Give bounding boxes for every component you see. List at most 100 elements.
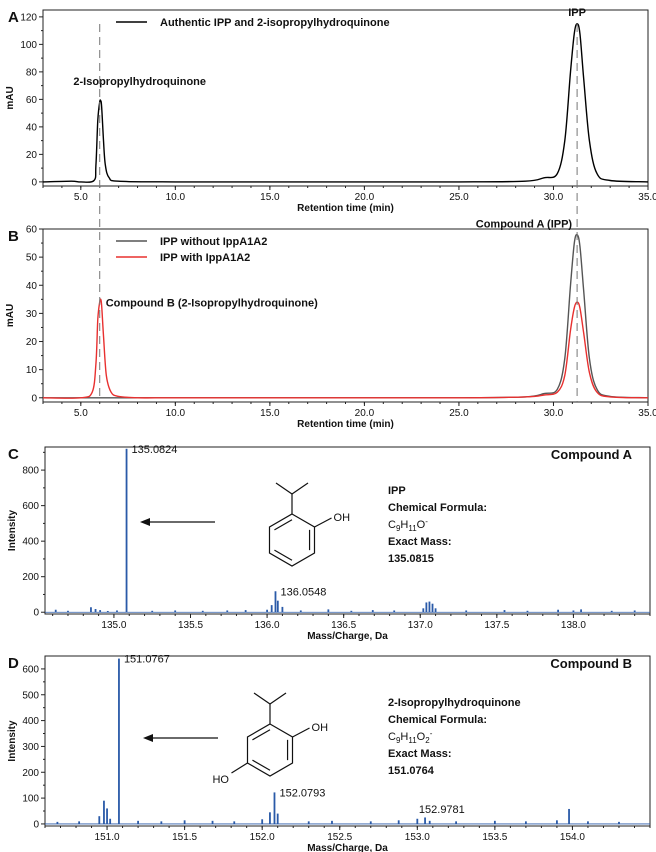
methyl-bond (275, 482, 293, 495)
x-tick-label: 152.5 (327, 832, 352, 843)
spectrum-bar (393, 610, 396, 613)
spectrum-bar (201, 610, 204, 613)
y-tick-label: 10 (26, 365, 38, 376)
spectrum-bar (116, 610, 118, 613)
y-tick-label: 800 (22, 466, 39, 477)
legend-entry: IPP with IppA1A2 (160, 252, 250, 264)
arrow-head (140, 518, 150, 526)
peak-label: 2-Isopropylhydroquinone (73, 76, 206, 88)
spectrum-bar (526, 610, 529, 613)
benzene-ring (246, 723, 294, 777)
panel-c: 135.0 135.5 136.0 136.5 137.0 137.5 138.0 0 200 4… (7, 444, 651, 642)
y-tick-label: 120 (20, 12, 37, 23)
x-tick-label: 10.0 (166, 192, 186, 203)
spectrum-bar (151, 610, 154, 613)
spectrum-bar (276, 813, 279, 824)
peak-mass-label: 136.0548 (280, 586, 326, 598)
exact-mass-label: Exact Mass: (388, 536, 452, 548)
spectrum-bar (350, 610, 353, 613)
methyl-bond (291, 482, 309, 495)
y-tick-label: 40 (26, 281, 38, 292)
x-tick-label: 25.0 (449, 192, 469, 203)
y-tick-label: 0 (31, 393, 37, 404)
spectrum-bar (109, 818, 112, 824)
spectrum-bar (125, 448, 128, 613)
plot-frame (44, 655, 651, 827)
series-line (42, 298, 649, 399)
double-bond (252, 729, 271, 741)
spectrum-bar (568, 808, 570, 824)
x-tick-label: 135.0 (101, 620, 126, 631)
y-tick-label: 0 (33, 819, 39, 830)
spectrum-bar (307, 821, 310, 824)
chemical-formula: C9H11O- (388, 517, 428, 533)
spectrum-bar (424, 817, 426, 824)
methyl-bond (253, 692, 271, 705)
spectrum-bar (233, 821, 236, 824)
y-tick-label: 0 (31, 177, 37, 188)
spectrum-bar (137, 820, 139, 824)
spectrum-bar (266, 609, 268, 613)
plot-frame (44, 446, 651, 615)
spectrum-bar (618, 821, 620, 824)
formula-label: Chemical Formula: (388, 502, 487, 514)
legend-entry: IPP without IppA1A2 (160, 236, 267, 248)
x-tick-label: 137.0 (408, 620, 433, 631)
x-tick-label: 153.5 (482, 832, 507, 843)
y-tick-label: 20 (26, 150, 38, 161)
compound-name: IPP (388, 485, 406, 497)
formula-label: Chemical Formula: (388, 714, 487, 726)
x-tick-label: 137.5 (484, 620, 509, 631)
spectrum-bar (99, 610, 102, 613)
y-tick-label: 40 (26, 122, 38, 133)
x-tick-label: 15.0 (260, 192, 280, 203)
spectrum-bar (261, 819, 264, 824)
panel-letter: C (8, 446, 19, 463)
isopropylhydroquinone-structure: OH HO (212, 692, 329, 786)
spectrum-bar (455, 821, 457, 824)
hydroxyl-label: HO (212, 774, 229, 786)
plot-frame (42, 228, 649, 403)
hydroxyl-label: OH (312, 722, 329, 734)
panel-d: 151.0 151.5 152.0 152.5 153.0 153.5 154.0 0 100 2… (7, 654, 651, 852)
spectrum-bar (106, 808, 108, 824)
x-tick-label: 20.0 (355, 408, 375, 419)
spectrum-bar (274, 591, 277, 613)
y-tick-label: 0 (33, 608, 39, 619)
x-tick-label: 152.0 (250, 832, 275, 843)
y-tick-label: 30 (26, 309, 38, 320)
formula-part: H (400, 519, 408, 531)
hydroxyl-label: OH (334, 512, 351, 524)
x-tick-label: 15.0 (260, 408, 280, 419)
x-tick-label: 5.0 (74, 192, 88, 203)
formula-part: - (430, 729, 433, 738)
y-axis-label: Intensity (7, 720, 18, 762)
spectrum-bar (422, 608, 425, 613)
y-tick-label: 300 (22, 742, 39, 753)
formula-part: 2 (425, 736, 430, 745)
spectrum-bar (327, 609, 330, 613)
series-line (42, 23, 649, 183)
spectrum-bar (103, 800, 105, 824)
y-tick-label: 100 (22, 794, 39, 805)
peak-label: Compound A (IPP) (476, 219, 573, 231)
y-tick-label: 60 (26, 95, 38, 106)
x-tick-label: 151.0 (95, 832, 120, 843)
spectrum-bar (226, 610, 229, 613)
x-tick-label: 135.5 (178, 620, 203, 631)
formula-part: H (400, 731, 408, 743)
spectrum-bar (90, 607, 92, 613)
spectrum-bar (633, 610, 636, 613)
spectrum-bar (397, 820, 400, 824)
formula-part: O (417, 519, 426, 531)
panel-letter: D (8, 655, 19, 672)
x-tick-label: 30.0 (544, 192, 564, 203)
spectrum-bar (369, 821, 372, 824)
x-tick-label: 136.5 (331, 620, 356, 631)
spectrum-bar (428, 601, 431, 613)
y-tick-label: 200 (22, 768, 39, 779)
exact-mass-value: 135.0815 (388, 553, 434, 565)
spectrum-bar (118, 658, 120, 824)
x-tick-label: 136.0 (255, 620, 280, 631)
spectrum-bar (273, 792, 276, 824)
